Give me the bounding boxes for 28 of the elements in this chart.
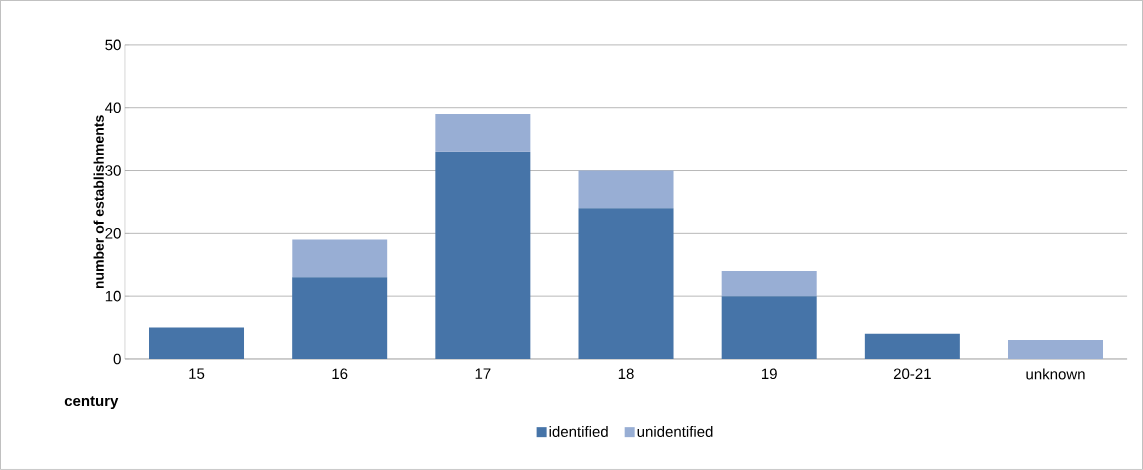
x-tick-label: 16 bbox=[332, 368, 348, 380]
bar bbox=[578, 208, 674, 360]
bar bbox=[1008, 340, 1104, 360]
y-tick-label: 20 bbox=[105, 228, 121, 239]
y-tick-label: 30 bbox=[105, 165, 121, 176]
bar bbox=[864, 333, 960, 360]
x-tick-label: 19 bbox=[761, 368, 777, 380]
x-tick-label: unknown bbox=[1026, 368, 1085, 380]
bar bbox=[721, 296, 817, 360]
x-tick-label: 17 bbox=[475, 368, 491, 379]
bar bbox=[435, 114, 531, 152]
bar bbox=[292, 239, 388, 278]
bar bbox=[435, 151, 531, 360]
x-tick-label: 18 bbox=[618, 368, 634, 380]
y-tick-label: 40 bbox=[105, 102, 121, 114]
bar bbox=[578, 170, 674, 209]
y-tick-label: 10 bbox=[105, 290, 121, 302]
y-tick-label: 0 bbox=[113, 353, 121, 365]
legend-label: identified bbox=[549, 426, 608, 438]
y-tick-label: 50 bbox=[105, 39, 121, 51]
y-axis-title: number of establishments bbox=[93, 115, 104, 289]
x-axis-title: century bbox=[64, 396, 119, 410]
bar bbox=[292, 277, 388, 360]
bar bbox=[721, 271, 817, 297]
x-tick-label: 20-21 bbox=[893, 368, 931, 380]
bar bbox=[149, 327, 245, 360]
x-tick-label: 15 bbox=[189, 368, 205, 380]
legend-label: unidentified bbox=[637, 426, 713, 438]
